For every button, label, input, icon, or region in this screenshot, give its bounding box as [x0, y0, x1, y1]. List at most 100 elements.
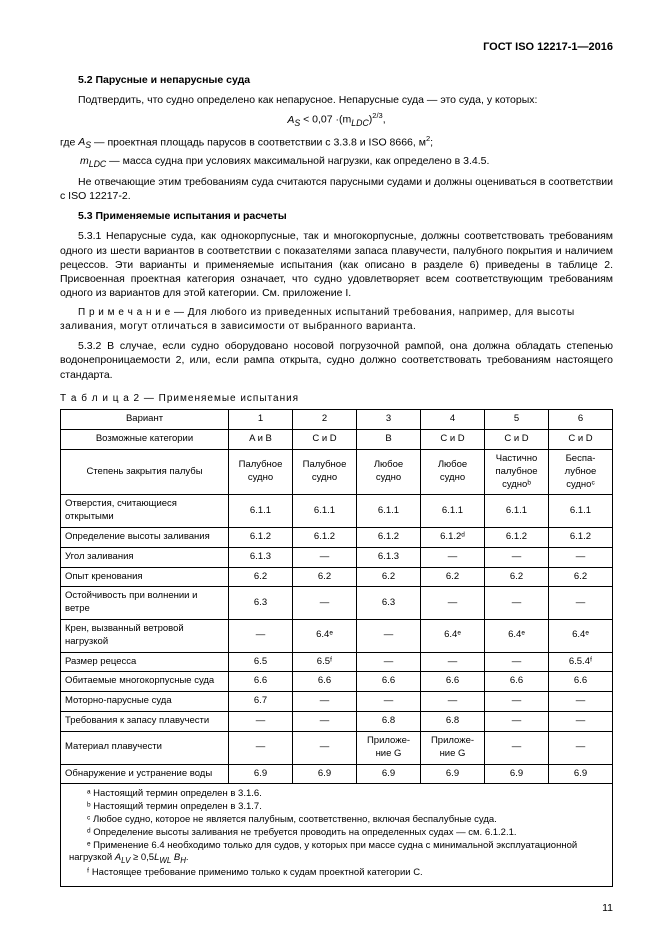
th-var-4: 5: [485, 410, 549, 430]
row-6-c3: —: [421, 652, 485, 672]
page-number: 11: [602, 901, 613, 915]
row-2-c0: 6.1.3: [229, 547, 293, 567]
row-11-c2: 6.9: [357, 764, 421, 784]
row-10-c2: Приложе­ние G: [357, 731, 421, 764]
th-deck-2: Любое судно: [357, 449, 421, 494]
row-9-c1: —: [293, 712, 357, 732]
row-4-c0: 6.3: [229, 587, 293, 620]
row-5-c5: 6.4ᵉ: [549, 620, 613, 653]
formula-sub-ldc: LDC: [351, 118, 369, 128]
th-deck-4: Частично палубное судноᵇ: [485, 449, 549, 494]
th-var-2: 3: [357, 410, 421, 430]
row-8-c1: —: [293, 692, 357, 712]
document-id: ГОСТ ISO 12217-1—2016: [60, 40, 613, 55]
row-1-label: Определение высоты заливания: [61, 527, 229, 547]
row-8-c4: —: [485, 692, 549, 712]
row-11-c0: 6.9: [229, 764, 293, 784]
formula-comma: ,: [383, 114, 386, 126]
row-11-c3: 6.9: [421, 764, 485, 784]
row-5-label: Крен, вызванный ветровой нагрузкой: [61, 620, 229, 653]
row-10-c1: —: [293, 731, 357, 764]
row-1-c1: 6.1.2: [293, 527, 357, 547]
row-3-c2: 6.2: [357, 567, 421, 587]
row-8-c0: 6.7: [229, 692, 293, 712]
row-9-c0: —: [229, 712, 293, 732]
row-4-c5: —: [549, 587, 613, 620]
th-variant: Вариант: [61, 410, 229, 430]
row-11-c4: 6.9: [485, 764, 549, 784]
para-5-2-intro: Подтвердить, что судно определено как не…: [60, 93, 613, 107]
row-0-c3: 6.1.1: [421, 495, 485, 528]
row-8-c2: —: [357, 692, 421, 712]
row-10-label: Материал плавучести: [61, 731, 229, 764]
row-5-c3: 6.4ᵉ: [421, 620, 485, 653]
th-cats: Возможные категории: [61, 430, 229, 450]
row-8-label: Моторно-парусные суда: [61, 692, 229, 712]
th-cat-4: C и D: [485, 430, 549, 450]
table-2-caption: Т а б л и ц а 2 — Применяемые испытания: [60, 392, 613, 406]
row-4-c3: —: [421, 587, 485, 620]
row-9-c4: —: [485, 712, 549, 732]
row-8-c5: —: [549, 692, 613, 712]
row-7-c1: 6.6: [293, 672, 357, 692]
th-var-3: 4: [421, 410, 485, 430]
row-2-c3: —: [421, 547, 485, 567]
row-5-c4: 6.4ᵉ: [485, 620, 549, 653]
row-3-c5: 6.2: [549, 567, 613, 587]
row-7-c4: 6.6: [485, 672, 549, 692]
row-3-c0: 6.2: [229, 567, 293, 587]
row-9-c2: 6.8: [357, 712, 421, 732]
where-line-2: mLDC — масса судна при условиях максимал…: [80, 154, 613, 171]
row-1-c4: 6.1.2: [485, 527, 549, 547]
row-4-c1: —: [293, 587, 357, 620]
th-var-1: 2: [293, 410, 357, 430]
row-2-c4: —: [485, 547, 549, 567]
row-6-c0: 6.5: [229, 652, 293, 672]
row-1-c5: 6.1.2: [549, 527, 613, 547]
note-5-3: П р и м е ч а н и е — Для любого из прив…: [60, 306, 613, 333]
footnote-e: ᵉ Применение 6.4 необходимо только для с…: [69, 840, 604, 867]
row-6-c1: 6.5ᶠ: [293, 652, 357, 672]
row-2-label: Угол заливания: [61, 547, 229, 567]
th-deck-3: Любое судно: [421, 449, 485, 494]
row-4-c4: —: [485, 587, 549, 620]
row-6-label: Размер рецесса: [61, 652, 229, 672]
row-5-c0: —: [229, 620, 293, 653]
footnote-d: ᵈ Определение высоты заливания не требуе…: [69, 827, 604, 840]
th-deck: Степень закрытия палубы: [61, 449, 229, 494]
table-2: Вариант123456Возможные категорииA и BC и…: [60, 409, 613, 784]
row-6-c4: —: [485, 652, 549, 672]
th-cat-1: C и D: [293, 430, 357, 450]
footnote-a: ᵃ Настоящий термин определен в 3.1.6.: [69, 788, 604, 801]
row-9-c3: 6.8: [421, 712, 485, 732]
th-var-0: 1: [229, 410, 293, 430]
row-11-label: Обнаружение и устранение воды: [61, 764, 229, 784]
row-4-label: Остойчивость при волнении и ветре: [61, 587, 229, 620]
row-0-c4: 6.1.1: [485, 495, 549, 528]
row-3-c4: 6.2: [485, 567, 549, 587]
th-deck-0: Палубное судно: [229, 449, 293, 494]
row-2-c1: —: [293, 547, 357, 567]
footnote-c: ᶜ Любое судно, которое не является палуб…: [69, 814, 604, 827]
row-3-label: Опыт кренования: [61, 567, 229, 587]
row-10-c0: —: [229, 731, 293, 764]
th-cat-3: C и D: [421, 430, 485, 450]
row-2-c5: —: [549, 547, 613, 567]
row-0-label: Отверстия, считающиеся открытыми: [61, 495, 229, 528]
th-deck-5: Беспа­лубное судноᶜ: [549, 449, 613, 494]
row-2-c2: 6.1.3: [357, 547, 421, 567]
row-7-c2: 6.6: [357, 672, 421, 692]
row-6-c5: 6.5.4ᶠ: [549, 652, 613, 672]
row-7-c5: 6.6: [549, 672, 613, 692]
th-deck-1: Палубное судно: [293, 449, 357, 494]
row-4-c2: 6.3: [357, 587, 421, 620]
row-9-label: Требования к запасу плавучести: [61, 712, 229, 732]
row-3-c3: 6.2: [421, 567, 485, 587]
row-6-c2: —: [357, 652, 421, 672]
row-8-c3: —: [421, 692, 485, 712]
formula-mid: < 0,07 ·(m: [300, 114, 351, 126]
para-5-3-2: 5.3.2 В случае, если судно оборудовано н…: [60, 339, 613, 382]
table-2-footnotes: ᵃ Настоящий термин определен в 3.1.6. ᵇ …: [60, 784, 613, 886]
formula-as: AS < 0,07 ·(mLDC)2/3,: [60, 111, 613, 129]
row-7-c3: 6.6: [421, 672, 485, 692]
